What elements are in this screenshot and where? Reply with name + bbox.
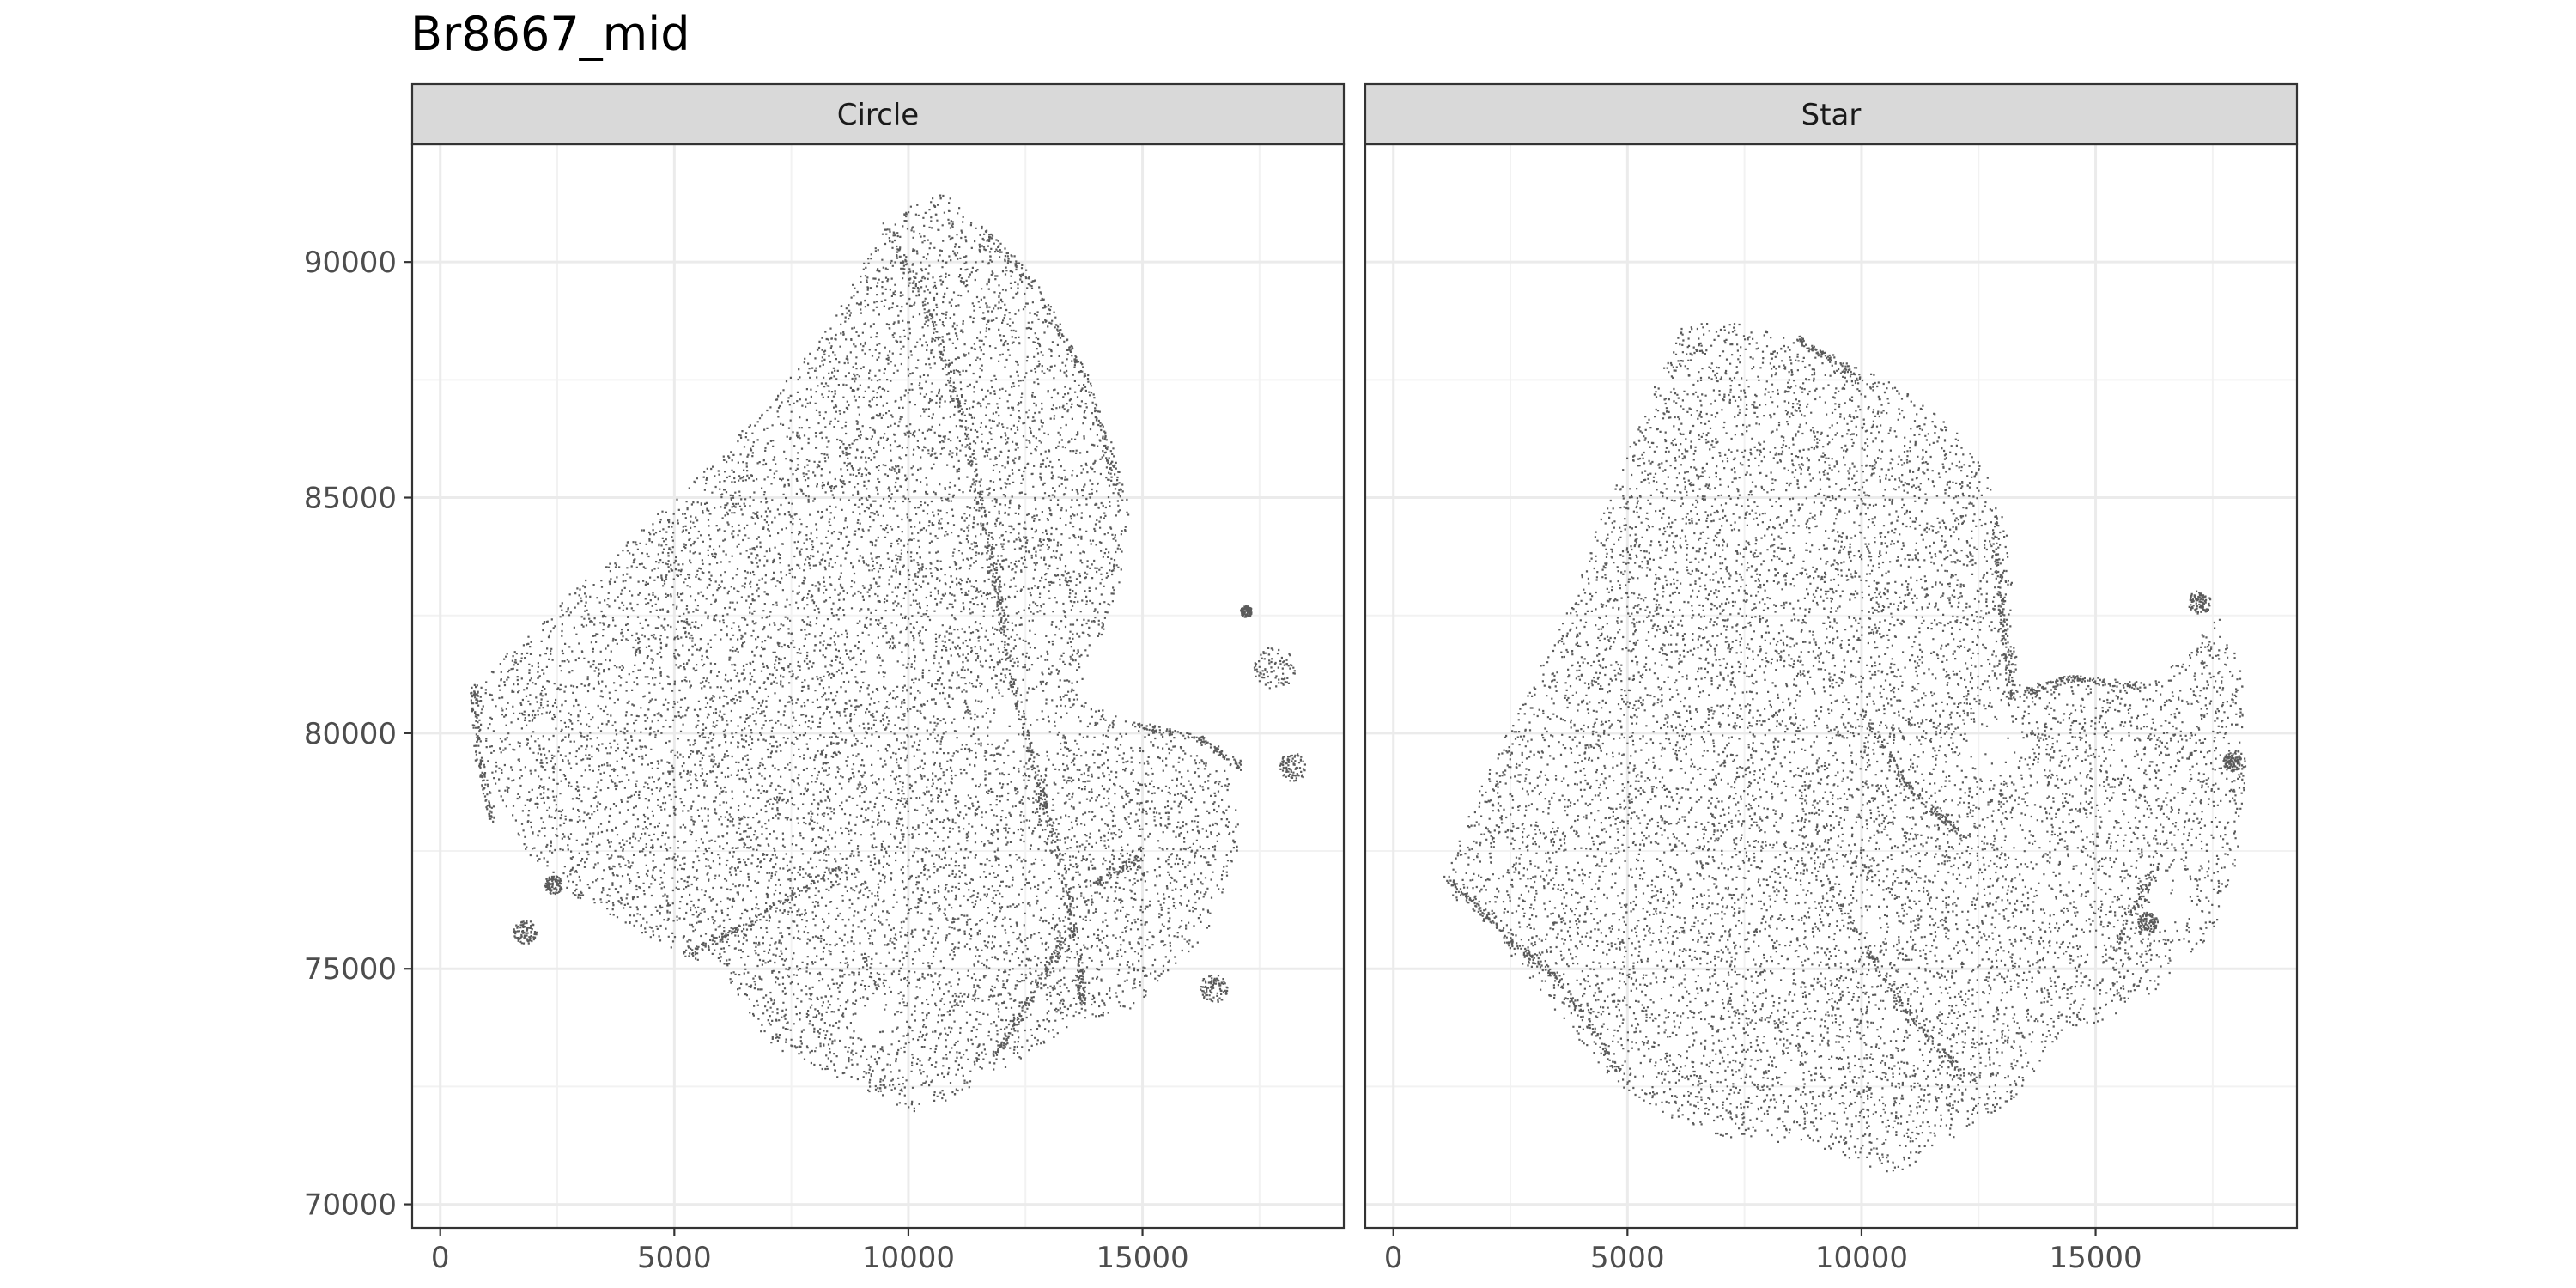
x-tick-label: 0 — [1384, 1241, 1403, 1275]
y-tick-label: 80000 — [304, 717, 397, 751]
x-tick-label: 15000 — [1096, 1241, 1188, 1275]
scatter-points — [470, 194, 1306, 1113]
scatter-points-path — [470, 194, 1306, 1113]
facet-panel-circle: Circle 0 5000 10000 15000 — [410, 82, 1346, 1275]
panel-background — [1365, 144, 2297, 1228]
x-tick-label: 5000 — [1590, 1241, 1665, 1275]
y-tick-label: 75000 — [304, 952, 397, 987]
y-tick-label: 90000 — [304, 246, 397, 280]
y-tick-label: 70000 — [304, 1188, 397, 1223]
y-tick-label: 85000 — [304, 482, 397, 516]
x-tick-label: 15000 — [2049, 1241, 2142, 1275]
panel-background — [412, 144, 1344, 1228]
facet-panel-star: Star 0 5000 10000 15000 — [1364, 82, 2299, 1275]
x-tick-label: 5000 — [637, 1241, 712, 1275]
facet-strip-label: Circle — [837, 98, 919, 132]
x-tick-label: 10000 — [1815, 1241, 1908, 1275]
facet-strip — [1364, 82, 2299, 146]
facet-strip — [410, 82, 1346, 146]
x-tick-label: 10000 — [862, 1241, 955, 1275]
x-tick-label: 0 — [431, 1241, 450, 1275]
facet-strip-label: Star — [1801, 98, 1862, 132]
chart-title: Br8667_mid — [410, 7, 690, 61]
y-axis: 70000 75000 80000 85000 90000 — [304, 246, 412, 1223]
